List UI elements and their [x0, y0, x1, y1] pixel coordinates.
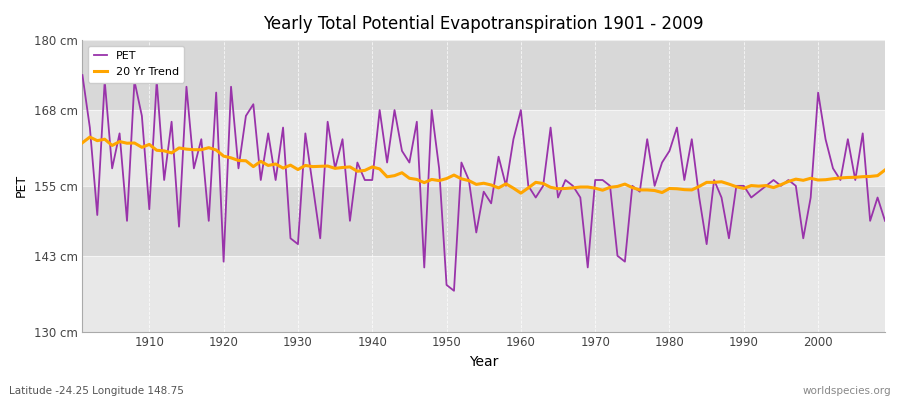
Y-axis label: PET: PET [15, 174, 28, 198]
Title: Yearly Total Potential Evapotranspiration 1901 - 2009: Yearly Total Potential Evapotranspiratio… [264, 15, 704, 33]
Line: 20 Yr Trend: 20 Yr Trend [83, 137, 885, 193]
20 Yr Trend [523, 186, 534, 190]
20 Yr Trend [85, 135, 95, 140]
Line: PET: PET [83, 75, 885, 291]
PET [879, 218, 890, 223]
PET [612, 254, 623, 258]
20 Yr Trend [308, 164, 319, 169]
20 Yr Trend [77, 140, 88, 145]
PET [448, 288, 459, 293]
PET [516, 108, 526, 112]
PET [77, 73, 88, 78]
PET [137, 114, 148, 118]
Text: Latitude -24.25 Longitude 148.75: Latitude -24.25 Longitude 148.75 [9, 386, 184, 396]
PET [345, 218, 356, 223]
Text: worldspecies.org: worldspecies.org [803, 386, 891, 396]
Legend: PET, 20 Yr Trend: PET, 20 Yr Trend [88, 46, 184, 82]
Bar [83, 186, 885, 256]
20 Yr Trend [530, 180, 541, 185]
PET [523, 184, 534, 188]
20 Yr Trend [879, 168, 890, 172]
20 Yr Trend [144, 142, 155, 147]
20 Yr Trend [619, 182, 630, 186]
20 Yr Trend [516, 191, 526, 196]
20 Yr Trend [352, 169, 363, 174]
Bar [83, 256, 885, 332]
Bar [83, 110, 885, 186]
X-axis label: Year: Year [469, 355, 499, 369]
PET [300, 131, 310, 136]
Bar [83, 40, 885, 110]
